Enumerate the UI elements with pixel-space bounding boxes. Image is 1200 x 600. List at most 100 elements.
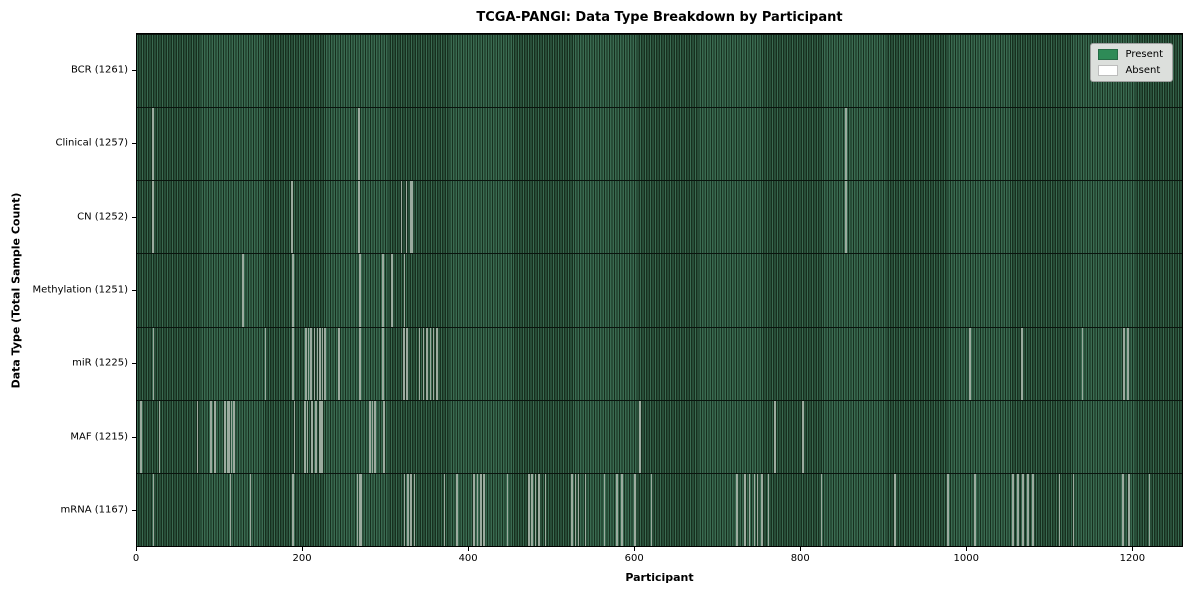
absent-mark xyxy=(845,108,848,181)
absent-mark xyxy=(264,327,267,400)
absent-mark xyxy=(291,254,294,327)
legend-item-absent: Absent xyxy=(1098,65,1163,76)
absent-mark xyxy=(359,254,361,327)
absent-mark xyxy=(603,473,606,546)
absent-mark xyxy=(383,400,385,473)
y-tick-label-BCR: BCR (1261) xyxy=(70,64,128,76)
absent-mark xyxy=(374,400,376,473)
x-tick-mark xyxy=(136,547,137,551)
absent-mark xyxy=(436,327,438,400)
heatmap-row-BCR xyxy=(137,34,1182,108)
absent-mark xyxy=(1123,327,1125,400)
absent-mark xyxy=(639,400,641,473)
absent-mark xyxy=(313,327,316,400)
x-tick-mark xyxy=(634,547,636,551)
legend: Present Absent xyxy=(1090,43,1173,82)
legend-label-absent: Absent xyxy=(1125,65,1161,76)
absent-mark xyxy=(230,400,233,473)
absent-mark xyxy=(319,400,321,473)
x-tick-label-400: 400 xyxy=(458,553,478,564)
x-tick-mark xyxy=(800,547,802,551)
absent-mark xyxy=(407,473,409,546)
absent-swatch xyxy=(1098,65,1119,76)
absent-mark xyxy=(756,473,759,546)
x-tick-mark xyxy=(966,547,968,551)
absent-mark xyxy=(233,400,235,473)
absent-mark xyxy=(405,181,408,254)
absent-mark xyxy=(403,254,406,327)
absent-mark xyxy=(356,473,359,546)
absent-mark xyxy=(1128,473,1130,546)
absent-mark xyxy=(744,473,747,546)
y-tick-label-mRNA: mRNA (1167) xyxy=(60,504,128,516)
absent-mark xyxy=(249,473,252,546)
absent-mark xyxy=(969,327,971,400)
absent-mark xyxy=(574,473,577,546)
absent-mark xyxy=(382,327,384,400)
y-tick-label-MAF: MAF (1215) xyxy=(70,431,128,443)
absent-mark xyxy=(894,473,897,546)
absent-mark xyxy=(196,400,199,473)
absent-mark xyxy=(291,327,294,400)
absent-mark xyxy=(1032,473,1034,546)
x-tick-mark xyxy=(302,547,304,551)
absent-mark xyxy=(1072,473,1075,546)
absent-mark xyxy=(214,400,216,473)
absent-mark xyxy=(410,181,413,254)
absent-mark xyxy=(528,473,530,546)
absent-mark xyxy=(429,327,432,400)
y-tick-label-Clinical: Clinical (1257) xyxy=(55,137,129,149)
absent-mark xyxy=(473,473,476,546)
absent-mark xyxy=(483,473,485,546)
absent-mark xyxy=(1148,473,1151,546)
absent-mark xyxy=(774,400,776,473)
legend-label-present: Present xyxy=(1125,49,1163,60)
y-tick-mark xyxy=(132,510,136,512)
y-tick-mark xyxy=(132,436,136,438)
absent-mark xyxy=(304,400,306,473)
absent-mark xyxy=(321,327,324,400)
absent-mark xyxy=(151,108,154,181)
absent-mark xyxy=(371,400,374,473)
absent-mark xyxy=(538,473,540,546)
absent-mark xyxy=(820,473,823,546)
y-tick-label-CN: CN (1252) xyxy=(77,211,128,223)
x-tick-label-800: 800 xyxy=(790,553,810,564)
absent-mark xyxy=(324,327,326,400)
absent-mark xyxy=(158,400,161,473)
absent-mark xyxy=(584,473,587,546)
chart-title: TCGA-PANGI: Data Type Breakdown by Parti… xyxy=(476,10,843,25)
x-tick-label-1200: 1200 xyxy=(1119,553,1146,564)
absent-mark xyxy=(228,400,230,473)
absent-mark xyxy=(411,181,413,254)
y-tick-mark xyxy=(132,69,136,71)
absent-mark xyxy=(845,181,848,254)
absent-mark xyxy=(413,473,416,546)
absent-mark xyxy=(291,181,293,254)
absent-mark xyxy=(1021,327,1023,400)
absent-mark xyxy=(844,108,847,181)
absent-mark xyxy=(534,473,537,546)
absent-mark xyxy=(242,254,244,327)
absent-mark xyxy=(152,327,155,400)
absent-mark xyxy=(1017,473,1019,546)
absent-mark xyxy=(761,473,763,546)
absent-mark xyxy=(151,181,154,254)
absent-mark xyxy=(650,473,653,546)
absent-mark xyxy=(577,473,580,546)
y-tick-mark xyxy=(132,290,136,291)
absent-mark xyxy=(432,327,435,400)
absent-mark xyxy=(359,327,361,400)
absent-mark xyxy=(456,473,458,546)
present-swatch xyxy=(1098,49,1119,60)
y-tick-mark xyxy=(132,143,136,145)
absent-mark xyxy=(506,473,509,546)
absent-mark xyxy=(306,400,309,473)
absent-mark xyxy=(544,473,547,546)
absent-mark xyxy=(973,473,976,546)
absent-mark xyxy=(1122,473,1124,546)
absent-mark xyxy=(753,473,756,546)
x-axis-label: Participant xyxy=(625,571,694,584)
absent-mark xyxy=(226,400,229,473)
heatmap-row-MAF xyxy=(137,399,1182,473)
